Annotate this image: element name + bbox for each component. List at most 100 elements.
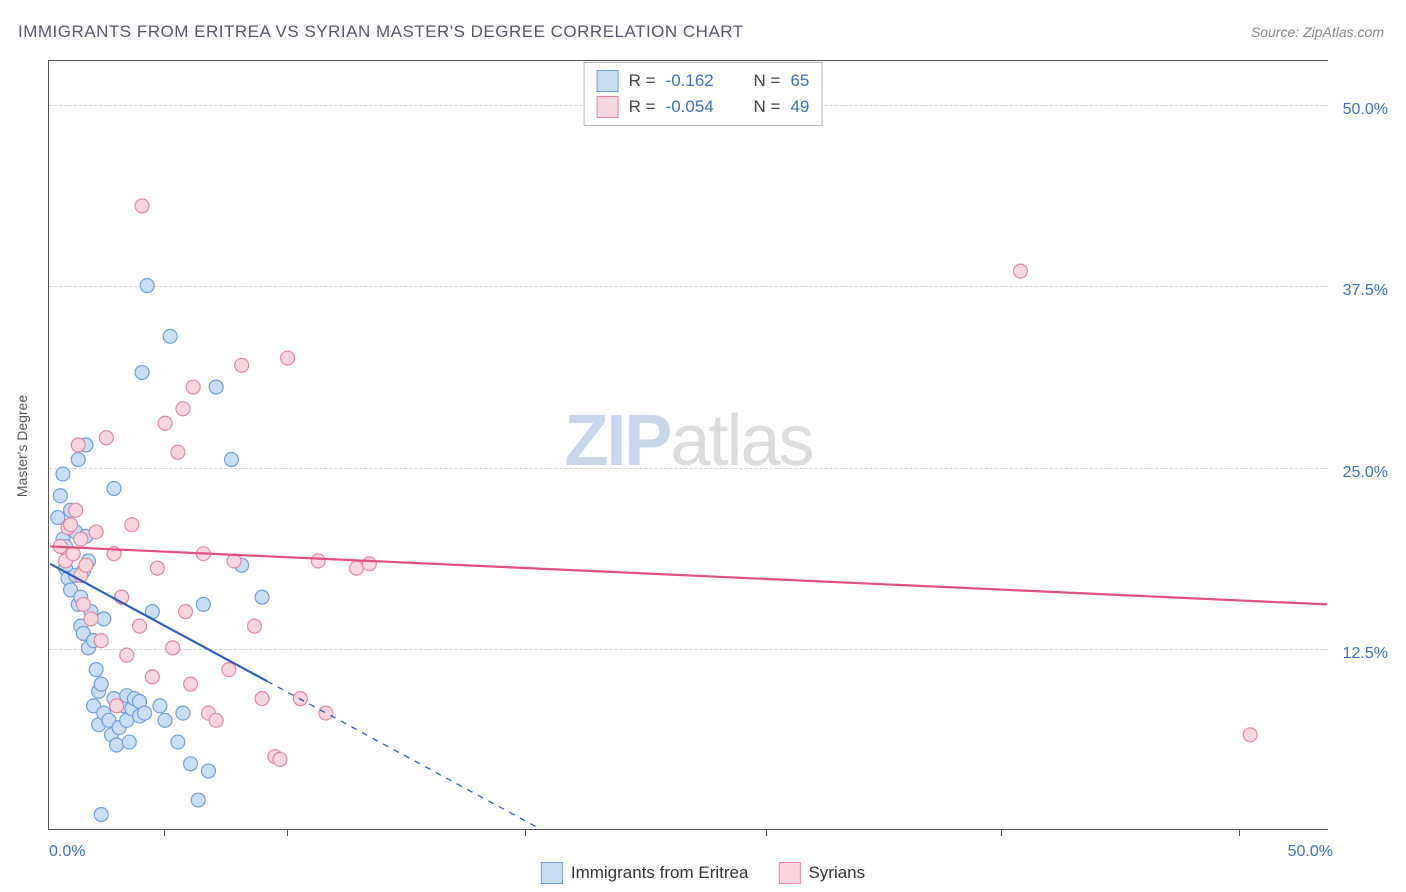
data-point (94, 677, 108, 691)
data-point (133, 709, 147, 723)
data-point (163, 329, 177, 343)
data-point (171, 445, 185, 459)
legend-row: R = -0.054 N = 49 (597, 94, 810, 120)
x-tick (287, 829, 288, 836)
data-point (53, 489, 67, 503)
data-point (115, 590, 129, 604)
data-point (133, 619, 147, 633)
r-value: -0.162 (666, 71, 736, 91)
data-point (66, 547, 80, 561)
gridline (49, 649, 1328, 650)
data-point (59, 539, 73, 553)
x-tick-label: 0.0% (49, 843, 85, 861)
data-point (311, 554, 325, 568)
data-point (94, 808, 108, 822)
data-point (107, 692, 121, 706)
data-point (61, 571, 75, 585)
data-point (133, 695, 147, 709)
data-point (176, 706, 190, 720)
data-point (110, 699, 124, 713)
legend-row: R = -0.162 N = 65 (597, 68, 810, 94)
data-point (150, 561, 164, 575)
x-tick-label: 50.0% (1288, 843, 1333, 861)
data-point (87, 634, 101, 648)
data-point (235, 358, 249, 372)
data-point (74, 590, 88, 604)
data-point (104, 728, 118, 742)
data-point (89, 525, 103, 539)
r-label: R = (629, 71, 656, 91)
data-point (153, 699, 167, 713)
data-point (81, 641, 95, 655)
chart-title: IMMIGRANTS FROM ERITREA VS SYRIAN MASTER… (18, 22, 744, 42)
data-point (135, 366, 149, 380)
watermark-atlas: atlas (670, 401, 812, 481)
data-point (79, 558, 93, 572)
plot-area: ZIPatlas 12.5%25.0%37.5%50.0%0.0%50.0% (48, 60, 1328, 830)
data-point (196, 547, 210, 561)
x-tick (766, 829, 767, 836)
data-point (69, 525, 83, 539)
data-point (97, 706, 111, 720)
data-point (158, 416, 172, 430)
x-tick (164, 829, 165, 836)
watermark-zip: ZIP (564, 401, 670, 481)
legend-label: Syrians (808, 863, 865, 883)
data-point (71, 597, 85, 611)
data-point (255, 692, 269, 706)
data-point (74, 619, 88, 633)
data-point (255, 590, 269, 604)
data-point (145, 670, 159, 684)
data-point (107, 481, 121, 495)
data-point (84, 612, 98, 626)
data-point (71, 453, 85, 467)
legend-swatch (778, 862, 800, 884)
data-point (201, 706, 215, 720)
data-point (176, 402, 190, 416)
data-point (1013, 264, 1027, 278)
data-point (102, 713, 116, 727)
data-point (59, 561, 73, 575)
data-point (74, 532, 88, 546)
y-tick-label: 12.5% (1343, 645, 1388, 663)
data-point (319, 706, 333, 720)
data-point (69, 568, 83, 582)
data-point (222, 663, 236, 677)
data-point (171, 735, 185, 749)
y-tick-label: 25.0% (1343, 464, 1388, 482)
data-point (186, 380, 200, 394)
data-point (166, 641, 180, 655)
data-point (81, 554, 95, 568)
data-point (99, 431, 113, 445)
r-label: R = (629, 97, 656, 117)
trendline-a-dashed (267, 681, 540, 829)
x-tick (1001, 829, 1002, 836)
data-point (51, 510, 65, 524)
data-point (145, 605, 159, 619)
data-point (191, 793, 205, 807)
y-tick-label: 37.5% (1343, 282, 1388, 300)
data-point (61, 521, 75, 535)
data-point (127, 692, 141, 706)
data-point (59, 554, 73, 568)
data-point (235, 558, 249, 572)
data-point (87, 699, 101, 713)
n-value: 65 (790, 71, 809, 91)
data-point (56, 532, 70, 546)
data-point (122, 735, 136, 749)
data-point (64, 518, 78, 532)
data-point (196, 597, 210, 611)
data-point (184, 677, 198, 691)
y-tick-label: 50.0% (1343, 101, 1388, 119)
data-point (350, 561, 364, 575)
data-point (92, 684, 106, 698)
data-point (71, 438, 85, 452)
legend-label: Immigrants from Eritrea (571, 863, 749, 883)
data-point (115, 590, 129, 604)
data-point (224, 453, 238, 467)
data-point (69, 503, 83, 517)
data-point (227, 554, 241, 568)
legend-item: Immigrants from Eritrea (541, 862, 749, 884)
data-point (66, 547, 80, 561)
data-point (117, 699, 131, 713)
